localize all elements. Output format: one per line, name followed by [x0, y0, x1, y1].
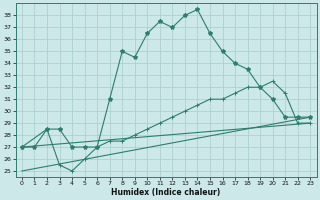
X-axis label: Humidex (Indice chaleur): Humidex (Indice chaleur)	[111, 188, 221, 197]
